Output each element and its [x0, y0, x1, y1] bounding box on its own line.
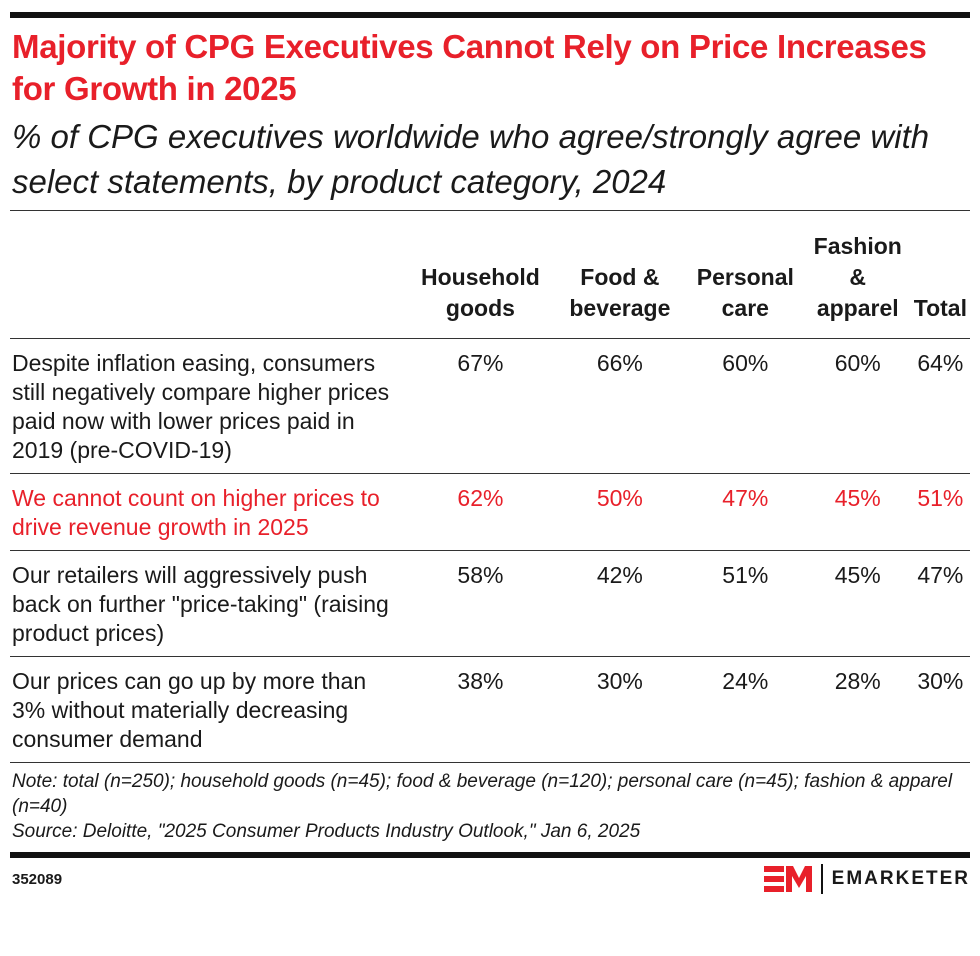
chart-title: Majority of CPG Executives Cannot Rely o… [12, 28, 927, 107]
cell-value: 60% [685, 338, 805, 474]
cell-value: 47% [685, 473, 805, 551]
source-text: Source: Deloitte, "2025 Consumer Product… [12, 821, 641, 842]
header-blank [10, 213, 407, 339]
cell-value: 58% [407, 550, 554, 657]
logo-separator [820, 864, 823, 894]
cell-value: 64% [910, 338, 970, 474]
cell-value: 30% [910, 656, 970, 762]
em-logo-icon [763, 866, 812, 892]
top-bar [10, 12, 970, 18]
table-row: Our retailers will aggressively push bac… [10, 550, 970, 657]
row-label: Despite inflation easing, consumers stil… [10, 338, 407, 474]
divider [10, 210, 970, 211]
cell-value: 60% [804, 338, 911, 474]
cell-value: 45% [804, 550, 911, 657]
cell-value: 47% [910, 550, 970, 657]
cell-value: 51% [685, 550, 805, 657]
cell-value: 62% [407, 473, 554, 551]
row-label: Our retailers will aggressively push bac… [10, 550, 407, 657]
cell-value: 28% [804, 656, 911, 762]
cell-value: 38% [407, 656, 554, 762]
footnote: Note: total (n=250); household goods (n=… [12, 769, 968, 844]
logo-wordmark: EMARKETER [831, 868, 970, 889]
chart-subtitle: % of CPG executives worldwide who agree/… [12, 118, 930, 200]
column-header: Food & beverage [569, 264, 671, 321]
cell-value: 51% [910, 473, 970, 551]
cell-value: 24% [685, 656, 805, 762]
cell-value: 66% [553, 338, 686, 474]
table-row: Our prices can go up by more than 3% wit… [10, 656, 970, 762]
table-row: Despite inflation easing, consumers stil… [10, 338, 970, 474]
column-header: Household goods [421, 264, 540, 321]
cell-value: 67% [407, 338, 554, 474]
row-label: Our prices can go up by more than 3% wit… [10, 656, 407, 762]
bottom-bar [10, 852, 970, 858]
divider [10, 762, 970, 763]
row-label: We cannot count on higher prices to driv… [10, 473, 407, 551]
column-header: Personal care [696, 264, 794, 321]
column-header: Total [913, 295, 967, 321]
chart-id: 352089 [12, 870, 63, 888]
data-table: Household goods Food & beverage Personal c… [10, 213, 970, 762]
cell-value: 42% [553, 550, 686, 657]
cell-value: 45% [804, 473, 911, 551]
footer: 352089 EMARKETER [10, 864, 970, 894]
column-header: Fashion & apparel [813, 233, 902, 321]
cell-value: 50% [553, 473, 686, 551]
table-row: We cannot count on higher prices to driv… [10, 473, 970, 551]
note-text: Note: total (n=250); household goods (n=… [12, 771, 953, 817]
emarketer-logo: EMARKETER [763, 864, 970, 894]
header-row: Household goods Food & beverage Personal c… [10, 213, 970, 339]
cell-value: 30% [553, 656, 686, 762]
